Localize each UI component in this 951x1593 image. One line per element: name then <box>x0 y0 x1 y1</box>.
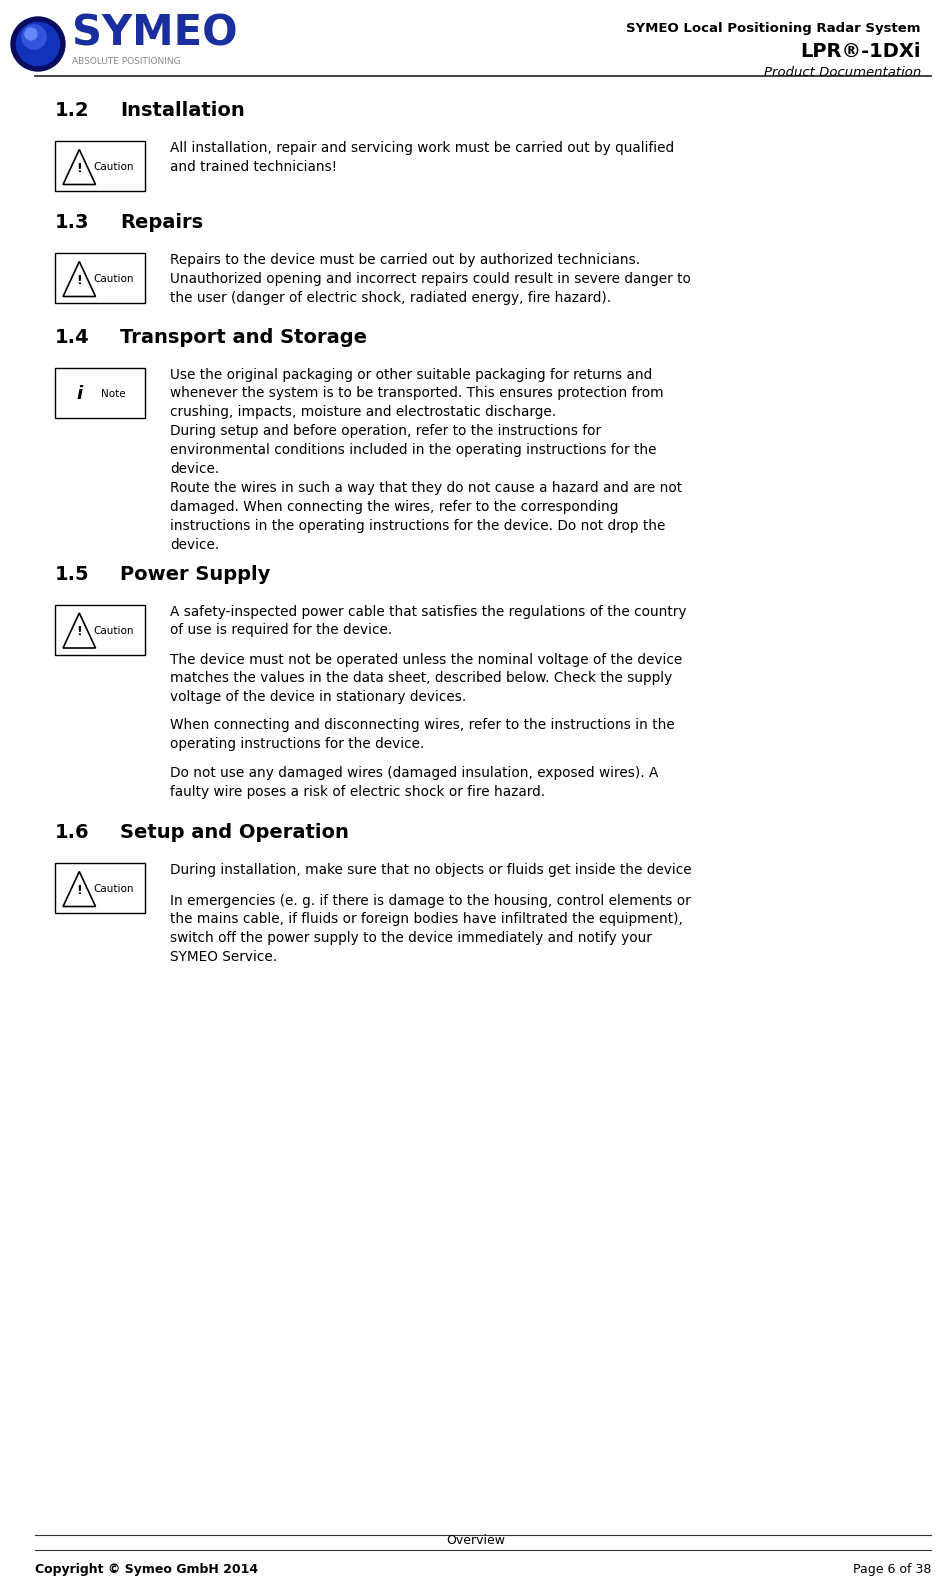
Text: Power Supply: Power Supply <box>120 564 270 583</box>
Text: Repairs: Repairs <box>120 213 204 233</box>
Text: Product Documentation: Product Documentation <box>764 65 921 80</box>
Text: 1.2: 1.2 <box>55 100 89 119</box>
Text: Installation: Installation <box>120 100 244 119</box>
FancyBboxPatch shape <box>55 142 145 191</box>
Text: !: ! <box>76 274 82 287</box>
Text: 1.4: 1.4 <box>55 328 89 347</box>
Text: During installation, make sure that no objects or fluids get inside the device: During installation, make sure that no o… <box>170 863 691 878</box>
Text: Caution: Caution <box>93 626 134 636</box>
Polygon shape <box>63 150 95 185</box>
FancyBboxPatch shape <box>55 604 145 655</box>
Text: All installation, repair and servicing work must be carried out by qualified
and: All installation, repair and servicing w… <box>170 142 674 174</box>
Text: In emergencies (e. g. if there is damage to the housing, control elements or
the: In emergencies (e. g. if there is damage… <box>170 894 690 964</box>
Text: Page 6 of 38: Page 6 of 38 <box>853 1563 931 1575</box>
Text: Caution: Caution <box>93 274 134 284</box>
Polygon shape <box>63 261 95 296</box>
Text: Copyright © Symeo GmbH 2014: Copyright © Symeo GmbH 2014 <box>35 1563 258 1575</box>
Circle shape <box>22 25 47 49</box>
Text: Overview: Overview <box>446 1534 505 1547</box>
Text: Repairs to the device must be carried out by authorized technicians.
Unauthorize: Repairs to the device must be carried ou… <box>170 253 690 304</box>
Text: 1.3: 1.3 <box>55 213 89 233</box>
Text: The device must not be operated unless the nominal voltage of the device
matches: The device must not be operated unless t… <box>170 653 682 704</box>
Circle shape <box>25 29 37 40</box>
Polygon shape <box>63 871 95 906</box>
Circle shape <box>16 22 60 65</box>
Text: !: ! <box>76 624 82 639</box>
Text: !: ! <box>76 161 82 175</box>
Text: 1.6: 1.6 <box>55 824 89 843</box>
FancyBboxPatch shape <box>55 253 145 303</box>
Text: 1.5: 1.5 <box>55 564 89 583</box>
Text: ABSOLUTE POSITIONING: ABSOLUTE POSITIONING <box>72 56 181 65</box>
Text: Caution: Caution <box>93 162 134 172</box>
Circle shape <box>11 18 65 72</box>
Text: i: i <box>76 384 83 403</box>
Text: SYMEO Local Positioning Radar System: SYMEO Local Positioning Radar System <box>627 22 921 35</box>
Text: A safety-inspected power cable that satisfies the regulations of the country
of : A safety-inspected power cable that sati… <box>170 604 687 637</box>
Text: !: ! <box>76 884 82 897</box>
FancyBboxPatch shape <box>55 368 145 417</box>
Text: Do not use any damaged wires (damaged insulation, exposed wires). A
faulty wire : Do not use any damaged wires (damaged in… <box>170 766 658 800</box>
Text: SYMEO: SYMEO <box>72 13 238 56</box>
Text: LPR®-1DXi: LPR®-1DXi <box>801 41 921 61</box>
Text: When connecting and disconnecting wires, refer to the instructions in the
operat: When connecting and disconnecting wires,… <box>170 718 675 750</box>
FancyBboxPatch shape <box>55 863 145 913</box>
Text: Note: Note <box>101 389 126 398</box>
Polygon shape <box>63 613 95 648</box>
Text: Caution: Caution <box>93 884 134 894</box>
Text: Transport and Storage: Transport and Storage <box>120 328 367 347</box>
Text: Use the original packaging or other suitable packaging for returns and
whenever : Use the original packaging or other suit… <box>170 368 682 553</box>
Text: Setup and Operation: Setup and Operation <box>120 824 349 843</box>
